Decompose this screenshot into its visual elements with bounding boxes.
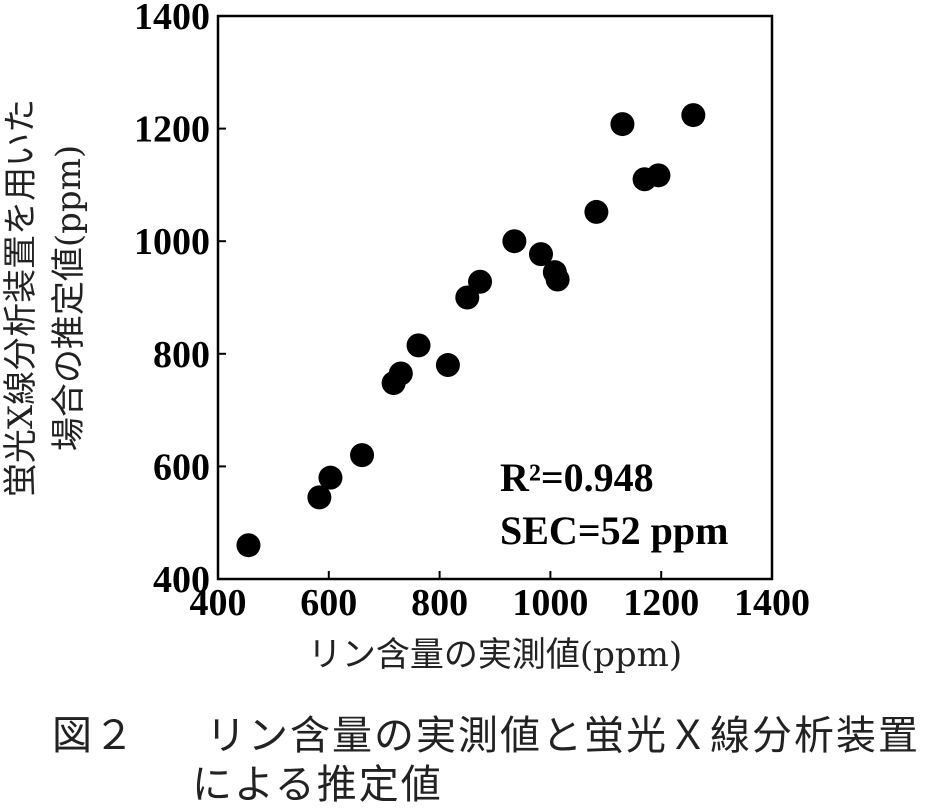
data-point [681,103,706,128]
data-point [502,229,527,254]
data-point [435,353,460,378]
figure-number: 図２ [52,713,136,759]
y-tick-label: 1000 [134,221,210,263]
y-tick-label: 1400 [134,0,210,38]
x-tick-label: 1000 [512,582,588,624]
x-axis-ticks: 400 600 800 1000 1200 1400 [190,571,810,624]
data-point [388,361,413,386]
r-squared-annotation: R²=0.948 [500,455,654,500]
figure-caption: 図２ リン含量の実測値と蛍光Ｘ線分析装置 [52,703,920,761]
x-axis-label: リン含量の実測値(ppm) [308,635,682,675]
data-point [646,163,671,188]
data-point [528,242,553,267]
x-tick-label: 1200 [623,582,699,624]
x-tick-label: 600 [300,582,357,624]
data-point [236,533,261,558]
data-point [318,465,343,490]
x-tick-label: 400 [190,582,247,624]
y-axis-label-line1: 蛍光X線分析装置を用いた [1,99,41,497]
figure-caption-continued: による推定値 [192,752,443,810]
data-point [468,269,493,294]
data-points [236,103,706,558]
plot-frame [216,14,774,581]
y-tick-label: 800 [153,334,210,376]
caption-line-2: による推定値 [192,762,443,808]
x-tick-label: 1400 [734,582,810,624]
data-point [545,267,570,292]
x-tick-label: 800 [411,582,468,624]
y-tick-label: 400 [153,559,210,601]
y-axis-label-line2: 場合の推定値(ppm) [49,145,89,451]
data-point [406,333,431,358]
scatter-chart: 400 600 800 1000 1200 1400 400 600 800 1000 1200 1… [1,0,810,675]
y-axis-ticks: 400 600 800 1000 1200 1400 [134,0,226,601]
data-point [584,199,609,224]
data-point [610,112,635,137]
sec-annotation: SEC=52 ppm [500,508,728,553]
caption-line-1: リン含量の実測値と蛍光Ｘ線分析装置 [206,713,920,759]
y-tick-label: 1200 [134,109,210,151]
y-tick-label: 600 [153,446,210,488]
data-point [350,443,375,468]
data-point [307,485,332,510]
